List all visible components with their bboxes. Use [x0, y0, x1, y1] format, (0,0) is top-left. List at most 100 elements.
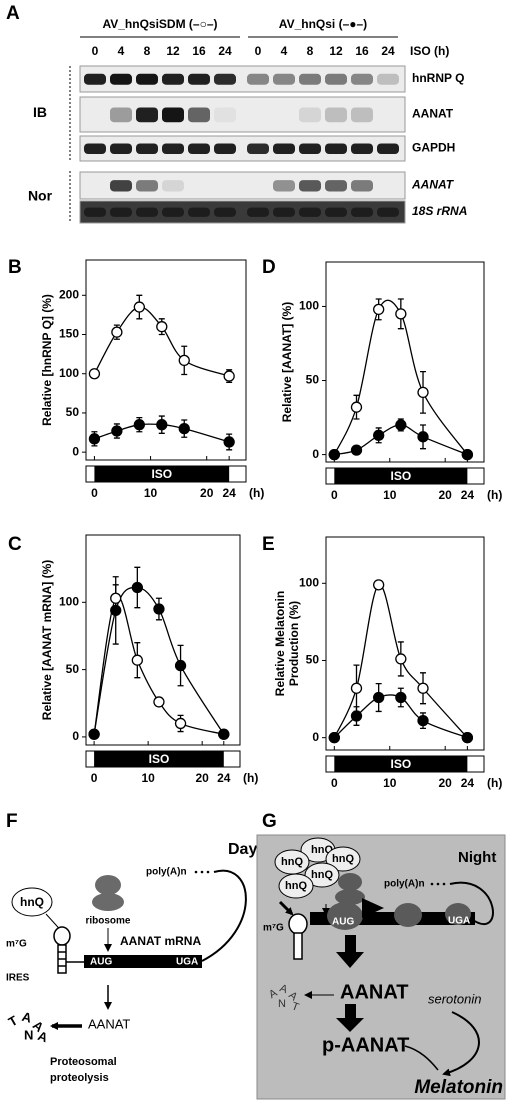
- data-point: [395, 419, 407, 431]
- plot-frame: [325, 261, 485, 463]
- ribosome-label: ribosome: [85, 916, 130, 927]
- data-point: [156, 321, 168, 333]
- data-point: [131, 581, 143, 594]
- bar-label: ISO: [391, 757, 412, 771]
- blot-band: [162, 143, 184, 154]
- group-header: AV_hnQsi (–●–): [279, 17, 367, 31]
- blot-band: [136, 143, 158, 154]
- fragment: T: [290, 1000, 301, 1014]
- blot-band: [325, 180, 347, 192]
- bar-label: ISO: [149, 752, 170, 766]
- poly-a-tail: [201, 869, 247, 962]
- blot-band: [351, 107, 373, 123]
- y-tick-label: 100: [299, 299, 319, 313]
- blot-band: [299, 207, 321, 217]
- y-tick-label: 50: [66, 662, 80, 676]
- hnq-protein: [325, 846, 361, 872]
- data-point: [350, 710, 363, 722]
- cap-label: m⁷G: [263, 923, 284, 934]
- lane-label: 4: [281, 44, 288, 58]
- x-unit: (h): [487, 776, 502, 790]
- blot-band: [84, 73, 106, 85]
- blot-band: [214, 107, 236, 123]
- data-point: [110, 604, 122, 617]
- data-point: [131, 654, 143, 666]
- data-point: [328, 732, 340, 744]
- data-point: [373, 579, 385, 591]
- y-tick-label: 50: [306, 373, 320, 387]
- data-point: [417, 386, 429, 399]
- stop-codon: UGA: [448, 916, 470, 927]
- x-tick-label: 0: [331, 488, 338, 502]
- start-codon: AUG: [332, 917, 354, 928]
- y-tick-label: 100: [299, 575, 319, 589]
- lane-label: 24: [218, 44, 232, 58]
- group-header: AV_hnQsiSDM (–○–): [102, 17, 217, 31]
- mrna-label: AANAT mRNA: [120, 934, 201, 948]
- cap-label: m⁷G: [6, 939, 27, 950]
- x-tick-label: 20: [439, 776, 453, 790]
- ires-label: IRES: [6, 973, 30, 984]
- row-label: AANAT: [412, 107, 454, 121]
- blot-band: [136, 180, 158, 192]
- y-tick-label: 200: [59, 287, 79, 301]
- y-tick-label: 50: [66, 405, 80, 419]
- tail-dots: [194, 870, 210, 874]
- blot-band: [247, 73, 269, 85]
- stop-codon: UGA: [176, 957, 198, 968]
- blot-band: [214, 207, 236, 217]
- blot-band: [188, 207, 210, 217]
- tail-label: poly(A)n: [384, 879, 425, 890]
- data-point: [395, 691, 407, 704]
- data-point: [153, 696, 165, 708]
- blot-band: [377, 207, 399, 217]
- blot-band: [188, 73, 210, 85]
- protein-label: hnQ: [20, 895, 44, 909]
- blot-band: [162, 73, 184, 85]
- lane-label: 8: [144, 44, 151, 58]
- blot-band: [188, 143, 210, 154]
- series-curve: [93, 586, 225, 735]
- phase-label: Day: [228, 841, 257, 858]
- lane-label: 24: [381, 44, 395, 58]
- data-point: [153, 603, 165, 615]
- panel-letter: B: [8, 257, 22, 278]
- blot-band: [299, 143, 321, 154]
- blot-band: [273, 143, 295, 154]
- data-point: [223, 370, 235, 382]
- data-point: [461, 448, 474, 461]
- x-tick-label: 0: [91, 486, 98, 500]
- data-point: [218, 728, 230, 740]
- y-axis-label: Relative [AANAT] (%): [280, 302, 294, 422]
- big-arrow: [336, 1004, 364, 1032]
- lane-label: 12: [329, 44, 343, 58]
- row-label: AANAT: [411, 178, 455, 192]
- blot-band: [351, 143, 373, 154]
- protein-label: hnQ: [332, 853, 354, 865]
- data-point: [461, 732, 474, 744]
- blot-band: [325, 143, 347, 154]
- plot-frame: [325, 536, 485, 751]
- row-label: GAPDH: [412, 141, 455, 155]
- data-point: [395, 653, 407, 665]
- iso-bar: [334, 756, 468, 772]
- bar-label: ISO: [151, 467, 172, 481]
- panel-letter: F: [6, 811, 18, 832]
- data-point: [328, 448, 340, 461]
- conversion-arrow: [442, 1011, 480, 1077]
- y-axis-label: Relative Melatonin: [273, 591, 287, 696]
- blot-band: [351, 73, 373, 85]
- protein-label: hnQ: [311, 869, 333, 881]
- data-point: [178, 354, 190, 367]
- blot-band: [325, 73, 347, 85]
- blot-band: [110, 107, 132, 123]
- x-tick-label: 24: [461, 488, 475, 502]
- data-point: [174, 659, 187, 672]
- substrate-label: serotonin: [428, 991, 481, 1006]
- blot-band: [162, 180, 184, 192]
- iso-bar: [94, 751, 224, 767]
- blot-band: [325, 207, 347, 217]
- x-unit: (h): [243, 771, 258, 785]
- data-point: [373, 429, 385, 441]
- x-unit: (h): [487, 488, 502, 502]
